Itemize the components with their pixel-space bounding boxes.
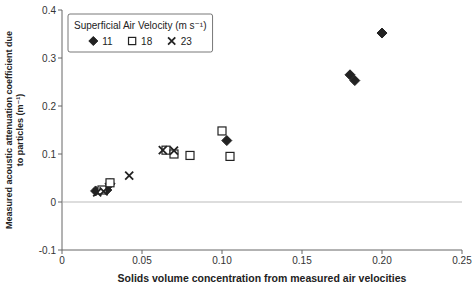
point xyxy=(222,136,232,146)
y-axis-line xyxy=(62,10,63,250)
legend-marker xyxy=(89,37,98,46)
legend-item: 23 xyxy=(168,36,192,47)
legend-marker xyxy=(168,37,175,44)
point xyxy=(159,146,167,154)
point xyxy=(226,152,234,160)
y-tick-label: -0.1 xyxy=(39,245,57,256)
series xyxy=(91,28,387,196)
point xyxy=(218,127,226,135)
point xyxy=(186,151,194,159)
x-tick-label: 0 xyxy=(59,255,65,266)
y-tick-label: 0.2 xyxy=(42,101,56,112)
point xyxy=(105,179,115,189)
axes: 00.050.100.150.200.25-0.100.10.20.30.4 xyxy=(39,5,472,267)
legend-label: 11 xyxy=(102,36,113,47)
x-tick xyxy=(382,250,383,254)
series xyxy=(93,146,178,196)
x-axis-line xyxy=(62,250,462,251)
y-tick-label: 0 xyxy=(50,197,56,208)
legend-item: 11 xyxy=(89,36,113,47)
zero-line xyxy=(62,202,462,203)
legend-item: 18 xyxy=(129,36,153,47)
point xyxy=(377,28,387,38)
y-tick xyxy=(58,58,62,59)
x-tick xyxy=(222,250,223,254)
x-tick-label: 0.10 xyxy=(212,255,232,266)
y-tick-label: 0.3 xyxy=(42,53,56,64)
x-tick xyxy=(462,250,463,254)
legend-title: Superficial Air Velocity (m s⁻¹) xyxy=(74,20,207,31)
legend-frame xyxy=(68,14,213,52)
points xyxy=(91,28,387,196)
point xyxy=(125,172,133,180)
x-tick-label: 0.05 xyxy=(132,255,152,266)
x-tick xyxy=(142,250,143,254)
point xyxy=(106,179,114,187)
x-tick xyxy=(302,250,303,254)
chart: 00.050.100.150.200.25-0.100.10.20.30.4So… xyxy=(0,0,474,288)
legend: Superficial Air Velocity (m s⁻¹) 11 18 23 xyxy=(68,14,213,52)
x-tick-label: 0.15 xyxy=(292,255,312,266)
x-tick-label: 0.25 xyxy=(452,255,472,266)
legend-marker xyxy=(129,37,136,44)
x-tick xyxy=(62,250,63,254)
legend-label: 23 xyxy=(181,36,193,47)
point xyxy=(170,147,178,155)
y-tick xyxy=(58,250,62,251)
y-tick-label: 0.1 xyxy=(42,149,56,160)
point xyxy=(100,187,108,195)
point xyxy=(350,76,360,86)
legend-label: 18 xyxy=(141,36,153,47)
x-axis-label: Solids volume concentration from measure… xyxy=(118,272,407,284)
series xyxy=(98,127,234,194)
x-tick-label: 0.20 xyxy=(372,255,392,266)
y-axis-label: Measured acoustic attenuation coefficien… xyxy=(4,31,25,229)
y-tick-label: 0.4 xyxy=(42,5,56,16)
y-tick xyxy=(58,154,62,155)
y-tick xyxy=(58,10,62,11)
y-tick xyxy=(58,202,62,203)
y-tick xyxy=(58,106,62,107)
